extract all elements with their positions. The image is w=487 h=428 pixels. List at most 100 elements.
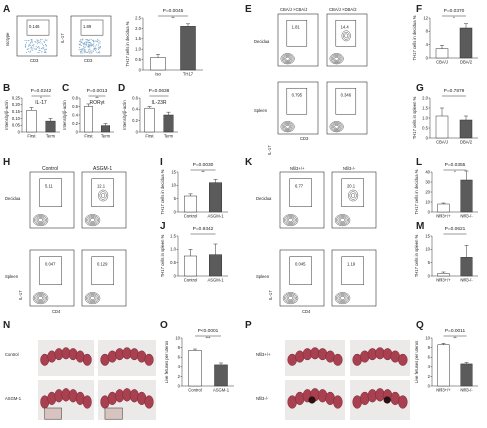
event-dot <box>96 44 98 46</box>
event-dot <box>45 40 47 42</box>
implantation-site <box>144 395 154 409</box>
bar <box>437 203 450 213</box>
event-dot <box>25 44 27 46</box>
contour-line <box>38 218 43 223</box>
contour-line <box>340 218 345 223</box>
significance-stars: ** <box>201 170 205 175</box>
event-dot <box>37 41 39 43</box>
event-dot <box>90 50 92 52</box>
axis-label-cd3: CD3 <box>300 136 309 141</box>
gate-percentage: 1.81 <box>292 25 301 30</box>
column-label: Nfil3-/- <box>343 166 356 171</box>
contour-line <box>336 215 349 226</box>
gate-box <box>91 256 114 285</box>
event-dot <box>93 45 95 47</box>
event-dot <box>82 52 84 54</box>
event-dot <box>28 40 30 42</box>
gate-box <box>335 87 357 115</box>
contour-line <box>334 292 351 305</box>
bar-chart-d: 0 0.2 0.4 0.6 First Term P=0.0638 IL-23R Intensi… <box>122 88 178 139</box>
uterus-photo-n3 <box>38 380 94 420</box>
bar <box>184 195 197 213</box>
event-dot <box>90 51 92 53</box>
y-tick-label: 6 <box>428 355 431 360</box>
event-dot <box>80 50 82 53</box>
row-label: Spleen <box>254 108 268 113</box>
category-label: CBA/J <box>436 60 448 65</box>
axis-label-cd3: CD3 <box>84 58 93 63</box>
flow-plot-frame <box>277 81 319 135</box>
gate-box <box>289 178 312 207</box>
event-dot <box>84 46 86 48</box>
y-tick-label: 0.5 <box>135 57 141 62</box>
y-tick-label: 0.8 <box>72 95 78 100</box>
event-dot <box>28 47 30 49</box>
flow-scatter-a-il17 <box>70 15 112 57</box>
flow-plot-h-2 <box>81 171 127 229</box>
contour-line <box>35 294 46 303</box>
gate-box <box>289 256 312 285</box>
uterus-photo-p3 <box>285 380 345 420</box>
category-label: Nfil3+/+ <box>436 388 451 393</box>
event-dot <box>83 44 85 46</box>
panel-label-n: N <box>3 320 10 331</box>
y-tick-label: 0.2 <box>72 121 78 126</box>
panel-label-f: F <box>416 4 422 15</box>
p-value: P=0.0011 <box>445 328 466 334</box>
y-tick-label: 10 <box>171 183 176 188</box>
event-dot <box>84 43 86 45</box>
event-dot <box>79 44 81 46</box>
chart-title: RORγt <box>90 100 106 106</box>
event-dot <box>87 40 89 42</box>
event-dot <box>41 39 43 41</box>
y-axis-label: TH17 cells in spleen % <box>412 96 417 139</box>
event-dot <box>25 42 27 44</box>
gate-percentage: 1.19 <box>347 262 356 267</box>
y-tick-label: 0 <box>428 273 431 278</box>
event-dot <box>36 41 38 43</box>
p-value: P=0.0638 <box>149 88 170 94</box>
column-label: CBA/J ×DBA/2 <box>329 7 357 12</box>
y-axis-label: TH17 cells in decidua % <box>125 21 130 66</box>
event-dot <box>31 49 33 52</box>
contour-line <box>34 293 47 304</box>
event-dot <box>89 48 91 50</box>
event-dot <box>89 42 91 44</box>
gate-box <box>39 178 62 207</box>
contour-line <box>338 217 347 224</box>
event-dot <box>85 51 87 53</box>
axis-label-cd4: CD4 <box>52 309 61 314</box>
contour-line <box>330 122 343 132</box>
p-value: P=0.9342 <box>193 226 214 232</box>
row-label: Decidua <box>256 196 272 201</box>
implantation-site <box>333 395 343 409</box>
y-tick-label: 2 <box>428 374 431 379</box>
y-axis-label: TH17 cells in decidua % <box>160 169 165 214</box>
y-tick-label: 15 <box>171 169 176 174</box>
bar-chart-o: 0 2 4 6 8 10 Control ASGM-1 P<0.0001 *** Live fetu… <box>164 328 234 393</box>
event-dot <box>82 46 84 48</box>
contour-line <box>285 56 290 61</box>
y-tick-label: 1.5 <box>135 36 141 41</box>
contour-line <box>284 124 291 130</box>
category-label: DBA/2 <box>460 140 473 145</box>
panel-label-l: L <box>416 157 422 168</box>
event-dot <box>91 44 93 46</box>
y-axis-label: Intensity/β-actin <box>62 100 67 130</box>
bar <box>188 350 202 387</box>
gate-percentage: 1.89 <box>83 24 92 29</box>
event-dot <box>92 44 94 46</box>
event-dot <box>94 40 96 42</box>
y-tick-label: 0.5 <box>170 260 176 265</box>
event-dot <box>45 48 48 50</box>
implantation-site <box>82 353 92 366</box>
gate-percentage: 0.795 <box>292 93 303 98</box>
flow-plot-frame <box>331 171 377 229</box>
row-label: Nfil3-/- <box>256 396 269 401</box>
bar <box>184 255 197 277</box>
y-tick-label: 15 <box>425 233 430 238</box>
event-dot <box>28 44 30 46</box>
bar-chart-m: 0 5 10 15 Nfil3+/+ Nfil3-/- P=0.0621 TH17 cells… <box>414 226 478 283</box>
axis-label-il17: IL-17 <box>267 145 272 155</box>
